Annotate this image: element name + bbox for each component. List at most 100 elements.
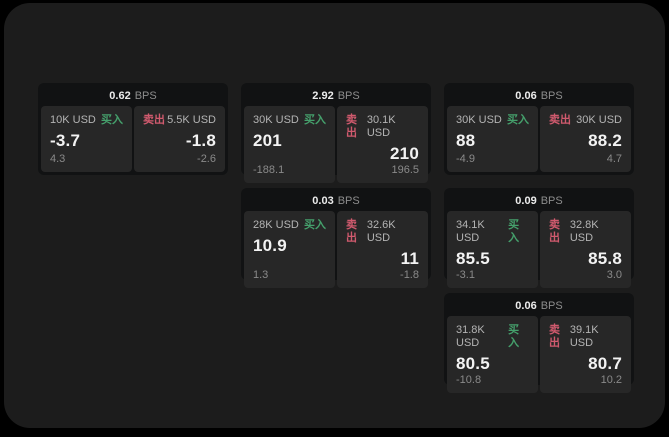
sell-delta: 10.2 [600,374,622,386]
sell-labels: 卖出 32.8K USD [549,219,622,245]
spread-card: 0.62 BPS 10K USD 买入 -3.7 4.3 卖出 5.5K USD… [38,83,228,175]
sell-amount: 32.6K USD [366,219,396,244]
buy-price: 80.5 [456,354,490,373]
bps-label: BPS [540,90,563,102]
sell-panel[interactable]: 卖出 30K USD 88.2 4.7 [540,106,631,172]
bps-header: 0.03 BPS [244,191,428,211]
buy-panel[interactable]: 31.8K USD 买入 80.5 -10.8 [447,316,538,393]
buy-delta: -10.8 [456,374,482,386]
sell-panel[interactable]: 卖出 30.1K USD 210 196.5 [337,106,428,183]
price-panels: 31.8K USD 买入 80.5 -10.8 卖出 39.1K USD 80.… [447,316,631,393]
spread-card: 0.09 BPS 34.1K USD 买入 85.5 -3.1 卖出 32.8K… [444,188,634,288]
sell-labels: 卖出 39.1K USD [549,324,622,350]
buy-price: 88 [456,131,476,150]
buy-amount: 30K USD [456,114,502,126]
buy-labels: 10K USD 买入 [50,114,123,127]
buy-labels: 31.8K USD 买入 [456,324,529,350]
sell-panel[interactable]: 卖出 5.5K USD -1.8 -2.6 [134,106,225,172]
price-panels: 30K USD 买入 201 -188.1 卖出 30.1K USD 210 1… [244,106,428,183]
sell-tag: 卖出 [346,114,357,139]
spread-card: 2.92 BPS 30K USD 买入 201 -188.1 卖出 30.1K … [241,83,431,183]
bps-label: BPS [134,90,157,102]
sell-panel[interactable]: 卖出 32.6K USD 11 -1.8 [337,211,428,288]
sell-price: 11 [400,249,419,268]
buy-labels: 28K USD 买入 [253,219,326,232]
sell-price: 80.7 [588,354,622,373]
sell-amount: 30.1K USD [366,114,396,139]
app-window: 0.62 BPS 10K USD 买入 -3.7 4.3 卖出 5.5K USD… [4,3,665,428]
buy-panel[interactable]: 30K USD 买入 201 -188.1 [244,106,335,183]
sell-delta: -2.6 [197,153,216,165]
buy-amount: 10K USD [50,114,96,126]
price-panels: 30K USD 买入 88 -4.9 卖出 30K USD 88.2 4.7 [447,106,631,172]
bps-value: 0.09 [515,195,537,207]
bps-label: BPS [337,90,360,102]
buy-panel[interactable]: 30K USD 买入 88 -4.9 [447,106,538,172]
bps-label: BPS [540,300,563,312]
buy-labels: 34.1K USD 买入 [456,219,529,245]
sell-delta: 3.0 [606,269,622,281]
spread-card: 0.03 BPS 28K USD 买入 10.9 1.3 卖出 32.6K US… [241,188,431,288]
buy-delta: 4.3 [50,153,66,165]
price-panels: 10K USD 买入 -3.7 4.3 卖出 5.5K USD -1.8 -2.… [41,106,225,172]
sell-amount: 39.1K USD [569,324,599,349]
buy-panel[interactable]: 34.1K USD 买入 85.5 -3.1 [447,211,538,288]
buy-tag: 买入 [508,219,520,244]
sell-panel[interactable]: 卖出 32.8K USD 85.8 3.0 [540,211,631,288]
sell-amount: 30K USD [576,114,622,126]
sell-tag: 卖出 [549,324,560,349]
buy-tag: 买入 [507,114,529,126]
sell-labels: 卖出 32.6K USD [346,219,419,245]
buy-labels: 30K USD 买入 [456,114,529,127]
sell-delta: -1.8 [400,269,419,281]
sell-delta: 4.7 [606,153,622,165]
price-panels: 28K USD 买入 10.9 1.3 卖出 32.6K USD 11 -1.8 [244,211,428,288]
sell-price: -1.8 [185,131,216,150]
buy-delta: -3.1 [456,269,475,281]
buy-price: -3.7 [50,131,81,150]
buy-tag: 买入 [101,114,123,126]
buy-amount: 30K USD [253,114,299,126]
buy-labels: 30K USD 买入 [253,114,326,127]
buy-delta: 1.3 [253,269,269,281]
buy-panel[interactable]: 28K USD 买入 10.9 1.3 [244,211,335,288]
buy-price: 10.9 [253,236,287,255]
buy-delta: -188.1 [253,164,285,176]
buy-tag: 买入 [304,114,326,126]
sell-panel[interactable]: 卖出 39.1K USD 80.7 10.2 [540,316,631,393]
bps-label: BPS [337,195,360,207]
buy-amount: 28K USD [253,219,299,231]
spread-card: 0.06 BPS 31.8K USD 买入 80.5 -10.8 卖出 39.1… [444,293,634,393]
sell-tag: 卖出 [143,114,165,126]
cards-grid: 0.62 BPS 10K USD 买入 -3.7 4.3 卖出 5.5K USD… [38,83,634,393]
bps-header: 0.06 BPS [447,296,631,316]
sell-tag: 卖出 [549,114,571,126]
bps-header: 0.09 BPS [447,191,631,211]
bps-header: 0.62 BPS [41,86,225,106]
sell-tag: 卖出 [549,219,560,244]
buy-price: 85.5 [456,249,490,268]
bps-value: 0.03 [312,195,334,207]
sell-labels: 卖出 30K USD [549,114,622,127]
sell-amount: 5.5K USD [167,114,216,126]
buy-delta: -4.9 [456,153,475,165]
sell-amount: 32.8K USD [569,219,599,244]
bps-value: 2.92 [312,90,334,102]
price-panels: 34.1K USD 买入 85.5 -3.1 卖出 32.8K USD 85.8… [447,211,631,288]
bps-value: 0.06 [515,90,537,102]
sell-price: 85.8 [588,249,622,268]
sell-labels: 卖出 5.5K USD [143,114,216,127]
sell-delta: 196.5 [391,164,419,176]
bps-header: 2.92 BPS [244,86,428,106]
buy-price: 201 [253,131,282,150]
buy-amount: 34.1K USD [456,219,485,244]
buy-tag: 买入 [508,324,520,349]
bps-value: 0.62 [109,90,131,102]
spread-card: 0.06 BPS 30K USD 买入 88 -4.9 卖出 30K USD 8… [444,83,634,175]
buy-panel[interactable]: 10K USD 买入 -3.7 4.3 [41,106,132,172]
sell-price: 210 [390,144,419,163]
sell-labels: 卖出 30.1K USD [346,114,419,140]
bps-label: BPS [540,195,563,207]
buy-amount: 31.8K USD [456,324,485,349]
bps-header: 0.06 BPS [447,86,631,106]
